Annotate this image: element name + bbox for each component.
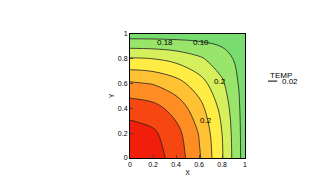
svg-text:0.02: 0.02 bbox=[282, 77, 298, 86]
svg-text:1: 1 bbox=[124, 30, 128, 37]
svg-text:0.2: 0.2 bbox=[118, 130, 128, 137]
svg-text:0.6: 0.6 bbox=[118, 80, 128, 87]
svg-text:0: 0 bbox=[128, 161, 132, 168]
svg-text:0.4: 0.4 bbox=[171, 161, 181, 168]
svg-text:X: X bbox=[185, 169, 190, 176]
svg-text:Y: Y bbox=[108, 93, 115, 98]
svg-text:0.2: 0.2 bbox=[214, 77, 226, 86]
svg-text:0.4: 0.4 bbox=[118, 105, 128, 112]
svg-text:0: 0 bbox=[124, 154, 128, 161]
svg-text:0.8: 0.8 bbox=[118, 55, 128, 62]
svg-text:0.2: 0.2 bbox=[148, 161, 158, 168]
svg-text:0.8: 0.8 bbox=[217, 161, 227, 168]
svg-text:1: 1 bbox=[243, 161, 247, 168]
svg-text:TEMP: TEMP bbox=[270, 71, 292, 80]
svg-text:0.2: 0.2 bbox=[200, 116, 212, 125]
svg-text:0.6: 0.6 bbox=[194, 161, 204, 168]
svg-text:0.10: 0.10 bbox=[193, 38, 209, 47]
svg-text:0.18: 0.18 bbox=[157, 38, 173, 47]
